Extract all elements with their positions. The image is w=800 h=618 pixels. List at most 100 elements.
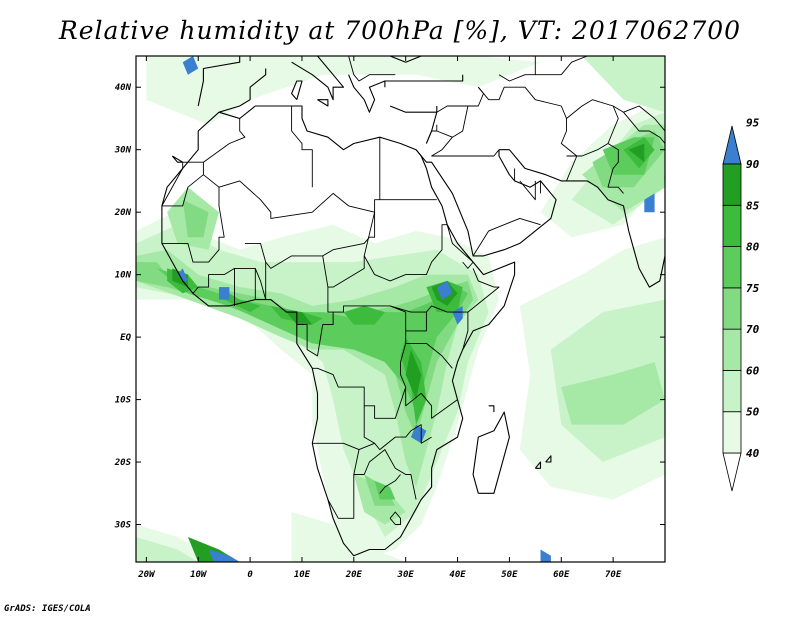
coastline-9 (415, 149, 557, 257)
lat-tick-label: 20N (114, 208, 132, 218)
colorbar-box (722, 246, 742, 289)
humidity-region-32 (405, 349, 422, 400)
colorbar-box (722, 287, 742, 330)
colorbar-label: 90 (746, 158, 760, 171)
humidity-region-24 (219, 287, 261, 313)
coastline-17 (534, 461, 542, 469)
latitude-axis: 40N 30N 20N 10N EQ 10S 20S 30S (114, 83, 665, 531)
humidity-region-43 (208, 549, 240, 562)
colorbar-label: 70 (746, 323, 760, 336)
country-border-31 (472, 217, 541, 257)
country-border-11 (296, 305, 469, 357)
colorbar-box (722, 411, 742, 454)
country-border-43 (291, 106, 313, 188)
humidity-region-22 (374, 480, 396, 500)
humidity-region-3 (146, 56, 541, 125)
coastline-4 (348, 74, 386, 113)
country-border-1 (161, 174, 225, 263)
humidity-region-9 (582, 56, 665, 113)
country-border-35 (477, 86, 578, 182)
country-border-17 (312, 367, 458, 419)
country-border-32 (519, 180, 536, 201)
country-border-38 (607, 143, 624, 194)
colorbar-label: 50 (746, 406, 760, 419)
colorbar-bottom-triangle (722, 452, 742, 492)
coastline-12 (472, 411, 510, 494)
coastline-19 (488, 405, 495, 413)
country-border-5 (363, 224, 448, 282)
colorbar-box (722, 204, 742, 247)
humidity-region-10 (136, 537, 199, 562)
coastline-7 (425, 112, 438, 144)
humidity-region-39 (452, 305, 463, 325)
lat-tick-label: 10S (115, 396, 132, 406)
country-border-21 (353, 449, 417, 500)
grads-credit: GrADS: IGES/COLA (4, 604, 91, 614)
map-title: Relative humidity at 700hPa [%], VT: 201… (58, 16, 742, 45)
country-border-41 (535, 56, 588, 76)
humidity-region-34 (628, 143, 645, 163)
humidity-region-44 (540, 549, 551, 562)
country-border-22 (379, 474, 401, 494)
lat-tick-label: 30S (114, 521, 132, 531)
colorbar-top-triangle (722, 125, 742, 165)
humidity-region-41 (182, 56, 199, 75)
country-border-39 (623, 111, 665, 144)
coastline-5 (384, 74, 464, 82)
colorbar-label: 80 (746, 241, 760, 254)
country-border-4 (322, 212, 376, 257)
coastline-14 (317, 99, 329, 107)
humidity-region-40 (410, 424, 427, 444)
country-border-28 (436, 105, 469, 138)
lon-tick-label: 50E (501, 570, 518, 580)
humidity-region-13 (561, 362, 665, 425)
colorbar-label: 95 (746, 117, 760, 130)
country-border-20 (327, 449, 360, 519)
coastline-1 (197, 56, 241, 107)
coastline-0 (161, 105, 516, 557)
coastline-8 (389, 56, 463, 63)
lon-tick-label: 60E (553, 570, 570, 580)
coastline-18 (545, 455, 552, 463)
humidity-region-5 (291, 512, 406, 562)
coastline-2 (218, 68, 267, 113)
country-border-37 (612, 105, 665, 132)
humidity-region-33 (286, 312, 313, 325)
humidity-region-36 (177, 268, 188, 281)
humidity-region-42 (644, 193, 655, 213)
lon-tick-label: 70E (605, 570, 622, 580)
colorbar-box (722, 328, 742, 371)
colorbar-label: 60 (746, 364, 760, 377)
colorbar: 40 50 60 70 75 80 85 90 95 (722, 117, 760, 492)
country-border-12 (327, 287, 334, 313)
colorbar-box (722, 370, 742, 413)
country-border-18 (312, 424, 432, 451)
coastline-16 (131, 237, 136, 243)
coastline-3 (291, 56, 345, 101)
lon-tick-label: 10E (294, 570, 311, 580)
country-border-23 (389, 511, 401, 525)
lat-tick-label: 10N (115, 271, 132, 281)
country-borders (161, 56, 665, 525)
lon-tick-label: 20W (137, 570, 156, 580)
lon-tick-label: 20E (345, 570, 363, 580)
humidity-fill-layer (136, 56, 665, 562)
country-border-36 (566, 99, 619, 157)
lat-tick-label: EQ (120, 333, 131, 343)
country-border-14 (405, 312, 427, 332)
humidity-region-38 (436, 280, 453, 300)
map-frame (135, 55, 666, 563)
lat-tick-label: 40N (115, 83, 132, 93)
coastline-15 (171, 155, 184, 163)
lon-tick-label: 40E (449, 570, 466, 580)
longitude-axis: 20W 10W 0 10E 20E 30E 40E 50E 60E 70E (137, 56, 622, 580)
country-border-44 (338, 56, 396, 82)
lon-tick-label: 0 (247, 570, 253, 580)
lon-tick-label: 10W (190, 570, 208, 580)
colorbar-box (722, 163, 742, 206)
country-border-7 (192, 267, 267, 300)
humidity-region-26 (343, 305, 385, 325)
coastlines (131, 56, 665, 557)
lon-tick-label: 30E (397, 570, 415, 580)
